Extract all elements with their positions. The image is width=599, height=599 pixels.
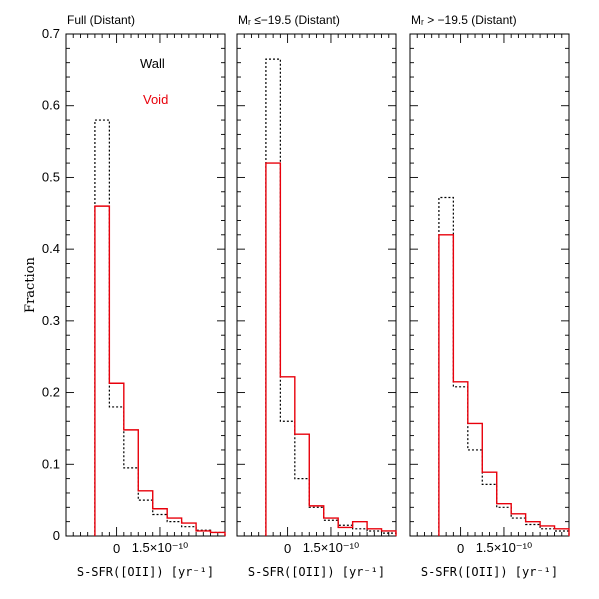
y-tick-label: 0.6 — [42, 98, 60, 113]
y-tick-label: 0.5 — [42, 169, 60, 184]
void-histogram — [265, 162, 397, 536]
wall-histogram — [94, 119, 226, 536]
plot-frame — [65, 33, 226, 537]
panel-title: Mᵣ ≤−19.5 (Distant) — [238, 13, 340, 27]
y-tick-label: 0.4 — [42, 241, 60, 256]
y-tick-label: 0.1 — [42, 456, 60, 471]
plot-frame — [236, 33, 397, 537]
y-axis-label: Fraction — [23, 256, 38, 312]
histogram-panel: 0 1.5×10⁻¹⁰ Mᵣ ≤−19.5 (Distant) S-SFR([OII]… — [236, 13, 397, 579]
histogram-panel: 0 0.1 0.2 0.3 0.4 0.5 0.6 0.7 0 1.5×10⁻¹⁰ Full (Di… — [42, 13, 226, 579]
panel-title: Mᵣ > −19.5 (Distant) — [411, 13, 517, 27]
plot-frame — [409, 33, 570, 537]
y-tick-label: 0.2 — [42, 385, 60, 400]
x-tick-label: 1.5×10⁻¹⁰ — [476, 540, 533, 555]
histogram-panel: 0 1.5×10⁻¹⁰ Mᵣ > −19.5 (Distant) S-SFR([OII… — [409, 13, 570, 579]
wall-histogram — [438, 196, 570, 536]
legend-void: Void — [143, 92, 168, 107]
x-axis-label: S-SFR([OII]) [yr⁻¹] — [77, 565, 214, 579]
legend-wall: Wall — [140, 56, 165, 71]
y-tick-label: 0 — [53, 528, 60, 543]
panel-title: Full (Distant) — [67, 13, 135, 27]
void-histogram — [94, 205, 226, 536]
x-axis-label: S-SFR([OII]) [yr⁻¹] — [248, 565, 385, 579]
x-tick-label: 1.5×10⁻¹⁰ — [303, 540, 360, 555]
x-tick-label: 0 — [284, 541, 291, 556]
panels: 0 0.1 0.2 0.3 0.4 0.5 0.6 0.7 0 1.5×10⁻¹⁰ Full (Di… — [42, 13, 570, 579]
x-tick-label: 0 — [457, 541, 464, 556]
x-axis-label: S-SFR([OII]) [yr⁻¹] — [421, 565, 558, 579]
x-tick-label: 1.5×10⁻¹⁰ — [132, 540, 189, 555]
wall-histogram — [265, 58, 397, 536]
x-tick-label: 0 — [113, 541, 120, 556]
void-histogram — [438, 234, 570, 536]
y-tick-label: 0.3 — [42, 313, 60, 328]
y-tick-label: 0.7 — [42, 26, 60, 41]
